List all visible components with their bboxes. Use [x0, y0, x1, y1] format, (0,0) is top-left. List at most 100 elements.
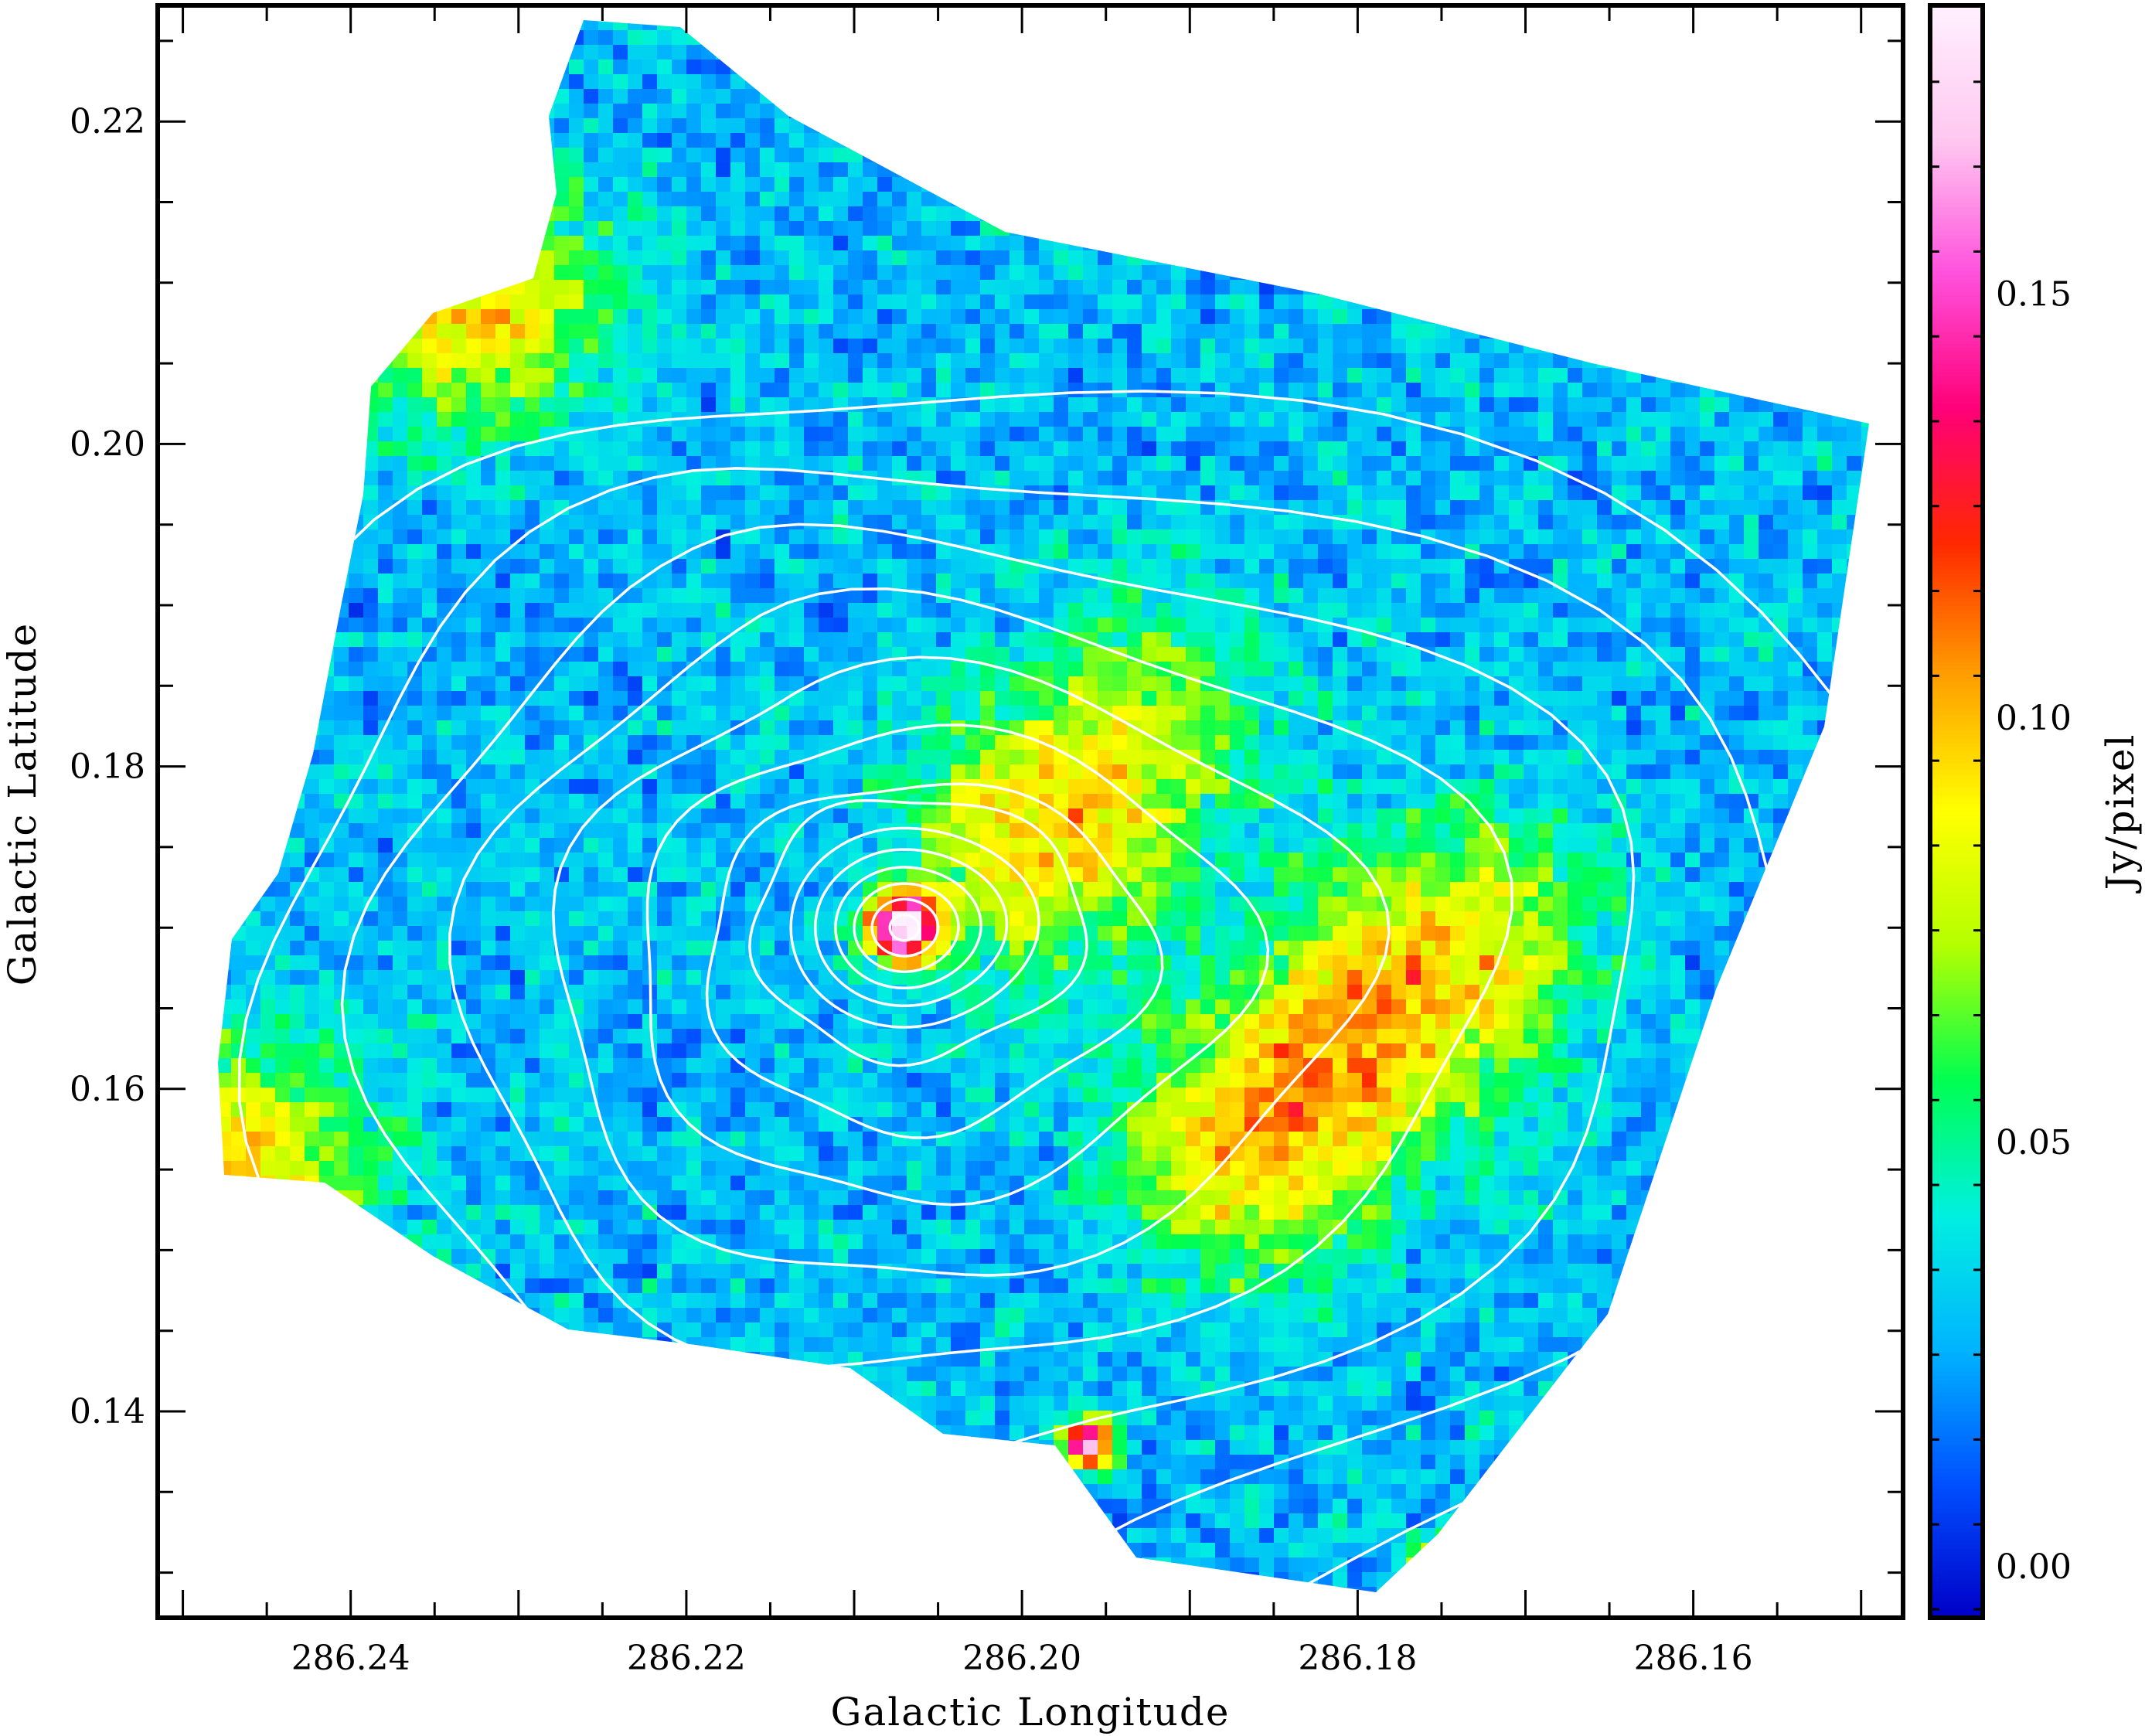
map-pixel [1098, 632, 1113, 648]
map-pixel [1259, 339, 1275, 354]
map-pixel [1803, 118, 1818, 134]
map-pixel [1744, 60, 1759, 75]
map-pixel [1714, 515, 1730, 530]
map-pixel [1465, 559, 1480, 574]
map-pixel [349, 221, 364, 237]
map-pixel [363, 162, 379, 178]
map-pixel [525, 118, 540, 134]
map-pixel [1861, 500, 1869, 516]
map-pixel [481, 500, 496, 516]
map-pixel [1714, 500, 1730, 516]
map-pixel [1112, 265, 1128, 281]
map-pixel [1318, 74, 1333, 90]
map-pixel [1142, 294, 1157, 310]
map-pixel [1289, 618, 1304, 633]
map-pixel [1538, 89, 1554, 104]
map-pixel [569, 162, 584, 178]
map-pixel [716, 588, 731, 604]
map-pixel [775, 89, 790, 104]
map-pixel [789, 544, 805, 560]
map-pixel [995, 265, 1010, 281]
map-pixel [1832, 324, 1847, 339]
map-pixel [1641, 74, 1656, 90]
map-pixel [363, 104, 379, 119]
map-pixel [334, 618, 349, 633]
map-pixel [1303, 89, 1319, 104]
map-pixel [1479, 588, 1495, 604]
map-pixel [745, 118, 761, 134]
map-pixel [1700, 618, 1715, 633]
map-pixel [1465, 265, 1480, 281]
map-pixel [995, 89, 1010, 104]
map-pixel [334, 574, 349, 589]
map-pixel [1509, 647, 1524, 662]
map-pixel [1700, 104, 1715, 119]
map-pixel [1803, 236, 1818, 251]
map-pixel [1127, 20, 1142, 31]
map-pixel [1303, 427, 1319, 442]
map-pixel [1333, 133, 1348, 148]
map-pixel [833, 118, 849, 134]
map-pixel [246, 647, 261, 662]
map-pixel [1391, 618, 1407, 633]
map-pixel [892, 353, 907, 369]
map-pixel [804, 353, 819, 369]
map-pixel [833, 339, 849, 354]
map-pixel [1200, 280, 1216, 295]
map-pixel [510, 544, 526, 560]
map-pixel [1729, 383, 1745, 398]
map-pixel [745, 574, 761, 589]
map-pixel [833, 500, 849, 516]
map-pixel [701, 383, 717, 398]
map-pixel [833, 427, 849, 442]
map-pixel [819, 412, 834, 427]
map-pixel [951, 236, 966, 251]
map-pixel [1186, 427, 1201, 442]
map-pixel [1421, 544, 1436, 560]
map-pixel [1685, 383, 1701, 398]
map-pixel [1465, 148, 1480, 163]
map-pixel [1568, 177, 1583, 192]
map-pixel [1171, 89, 1187, 104]
map-pixel [1156, 456, 1172, 471]
map-pixel [1847, 383, 1862, 398]
map-pixel [921, 353, 937, 369]
map-pixel [275, 324, 291, 339]
map-pixel [510, 618, 526, 633]
map-pixel [334, 206, 349, 222]
map-pixel [642, 221, 658, 237]
map-pixel [1156, 30, 1172, 46]
map-pixel [554, 162, 570, 178]
map-pixel [1054, 309, 1069, 325]
map-pixel [730, 309, 746, 325]
map-pixel [1318, 89, 1333, 104]
map-pixel [422, 309, 438, 325]
map-pixel [1626, 74, 1642, 90]
map-pixel [921, 236, 937, 251]
map-pixel [1597, 427, 1612, 442]
map-pixel [1553, 397, 1568, 413]
map-pixel [1832, 559, 1847, 574]
map-pixel [1641, 309, 1656, 325]
map-pixel [1670, 632, 1686, 648]
map-pixel [1832, 236, 1847, 251]
map-pixel [1274, 353, 1289, 369]
map-pixel [892, 618, 907, 633]
map-pixel [1773, 397, 1789, 413]
map-pixel [1568, 294, 1583, 310]
map-pixel [1244, 441, 1260, 457]
map-pixel [892, 250, 907, 266]
map-pixel [1098, 206, 1113, 222]
map-pixel [525, 104, 540, 119]
map-pixel [877, 353, 893, 369]
map-pixel [1244, 456, 1260, 471]
map-pixel [231, 353, 247, 369]
map-pixel [1156, 20, 1172, 31]
map-pixel [877, 60, 893, 75]
map-pixel [716, 324, 731, 339]
map-pixel [863, 485, 878, 501]
map-pixel [1333, 309, 1348, 325]
map-pixel [334, 544, 349, 560]
map-pixel [584, 104, 599, 119]
map-pixel [686, 427, 702, 442]
